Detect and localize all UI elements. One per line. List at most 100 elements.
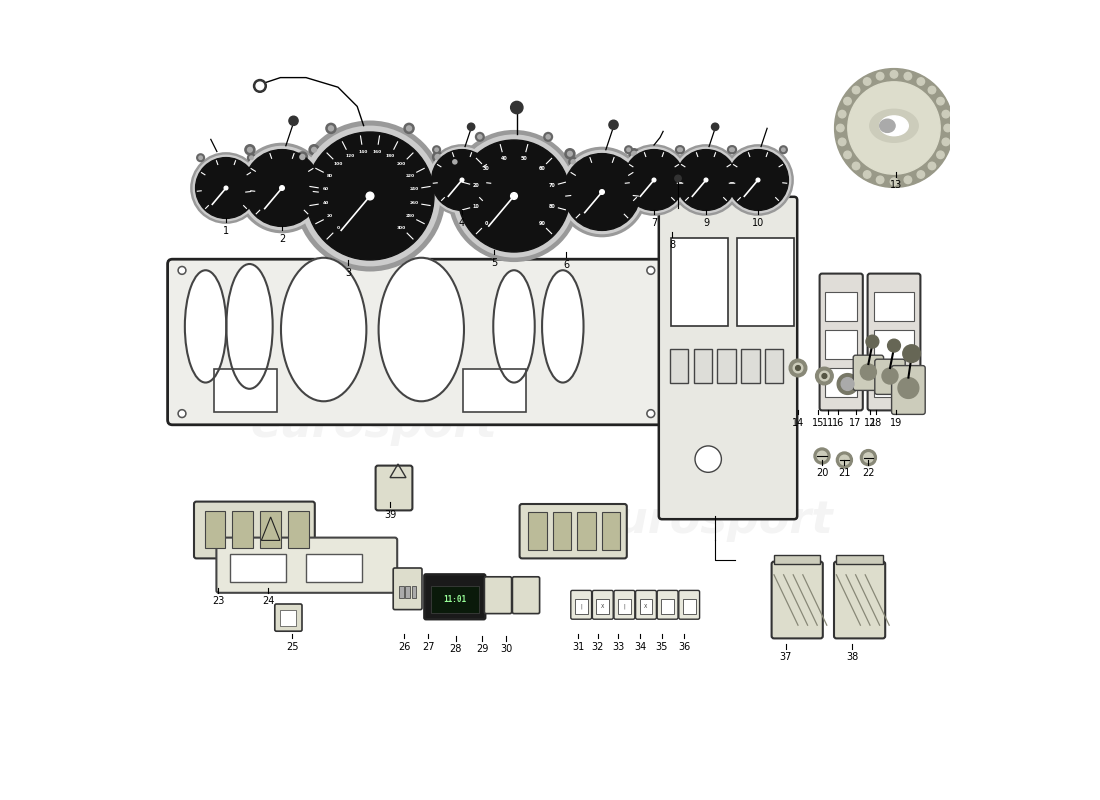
Circle shape (543, 132, 553, 142)
Circle shape (198, 155, 204, 160)
Text: 60: 60 (538, 166, 546, 170)
Text: 32: 32 (592, 642, 604, 651)
Text: 26: 26 (398, 642, 410, 651)
Circle shape (475, 132, 485, 142)
Circle shape (864, 78, 871, 86)
Circle shape (546, 134, 551, 140)
FancyBboxPatch shape (771, 562, 823, 638)
Text: |: | (581, 604, 582, 609)
Circle shape (835, 69, 954, 187)
Bar (399, 586, 404, 598)
Circle shape (560, 150, 645, 234)
Circle shape (942, 138, 949, 146)
Circle shape (485, 147, 490, 152)
Text: 33: 33 (612, 642, 624, 651)
Circle shape (448, 130, 580, 262)
Bar (596, 599, 609, 614)
Text: 120: 120 (345, 154, 354, 158)
Circle shape (190, 152, 262, 224)
Circle shape (917, 78, 925, 86)
Bar (280, 610, 296, 626)
Circle shape (679, 147, 683, 152)
Circle shape (450, 157, 460, 167)
Circle shape (326, 122, 337, 134)
FancyBboxPatch shape (275, 604, 302, 631)
Text: 40: 40 (322, 201, 329, 205)
FancyBboxPatch shape (820, 274, 862, 410)
Bar (671, 238, 728, 326)
Bar (836, 555, 883, 564)
Circle shape (609, 120, 618, 130)
Bar (528, 512, 547, 550)
Bar (670, 349, 689, 383)
Bar (825, 368, 857, 398)
Circle shape (468, 123, 475, 130)
Ellipse shape (227, 264, 273, 389)
Circle shape (727, 145, 736, 154)
Circle shape (729, 147, 734, 152)
Text: 90: 90 (538, 222, 546, 226)
Text: 38: 38 (846, 652, 858, 662)
Text: 50: 50 (520, 156, 528, 161)
Bar (741, 349, 760, 383)
Circle shape (789, 359, 806, 377)
Circle shape (836, 452, 852, 468)
Bar (288, 510, 309, 548)
Text: 35: 35 (656, 642, 668, 651)
Text: 22: 22 (862, 468, 874, 478)
Circle shape (756, 178, 760, 182)
Circle shape (429, 146, 495, 214)
Circle shape (942, 110, 949, 118)
Circle shape (178, 410, 186, 418)
Ellipse shape (185, 270, 227, 382)
Text: 300: 300 (397, 226, 406, 230)
Text: 240: 240 (409, 187, 419, 191)
Circle shape (670, 144, 741, 216)
FancyBboxPatch shape (892, 366, 925, 414)
Circle shape (674, 145, 684, 154)
Bar (661, 599, 674, 614)
Circle shape (289, 116, 298, 126)
Text: 11:01: 11:01 (443, 594, 466, 604)
Circle shape (178, 266, 186, 274)
Circle shape (631, 150, 637, 157)
Circle shape (890, 178, 898, 186)
Circle shape (917, 170, 925, 178)
Circle shape (299, 126, 440, 266)
Circle shape (244, 144, 255, 155)
Text: 18: 18 (869, 418, 882, 427)
Circle shape (781, 147, 785, 152)
FancyBboxPatch shape (854, 355, 883, 390)
Bar (602, 512, 620, 550)
Ellipse shape (880, 119, 895, 132)
Circle shape (563, 154, 640, 230)
Text: 30: 30 (499, 644, 513, 654)
Circle shape (246, 153, 256, 162)
Text: 280: 280 (406, 214, 415, 218)
Circle shape (860, 450, 877, 466)
Text: 0: 0 (485, 222, 488, 226)
Text: 20: 20 (816, 468, 828, 478)
FancyBboxPatch shape (194, 502, 315, 558)
FancyBboxPatch shape (657, 590, 678, 619)
Text: 140: 140 (359, 150, 367, 154)
Circle shape (852, 86, 860, 94)
Circle shape (243, 150, 320, 226)
FancyBboxPatch shape (425, 574, 485, 619)
FancyBboxPatch shape (874, 359, 905, 394)
Circle shape (328, 125, 334, 131)
Bar (694, 349, 712, 383)
Circle shape (842, 378, 854, 390)
Text: 13: 13 (890, 180, 902, 190)
Text: X: X (601, 604, 605, 609)
Circle shape (722, 144, 794, 216)
Bar (774, 555, 821, 564)
Text: 16: 16 (832, 418, 844, 427)
Text: 12: 12 (864, 418, 877, 427)
Circle shape (647, 410, 654, 418)
FancyBboxPatch shape (375, 466, 412, 510)
Text: 11: 11 (823, 418, 835, 427)
Bar (575, 599, 587, 614)
FancyBboxPatch shape (167, 259, 666, 425)
Circle shape (864, 453, 873, 462)
